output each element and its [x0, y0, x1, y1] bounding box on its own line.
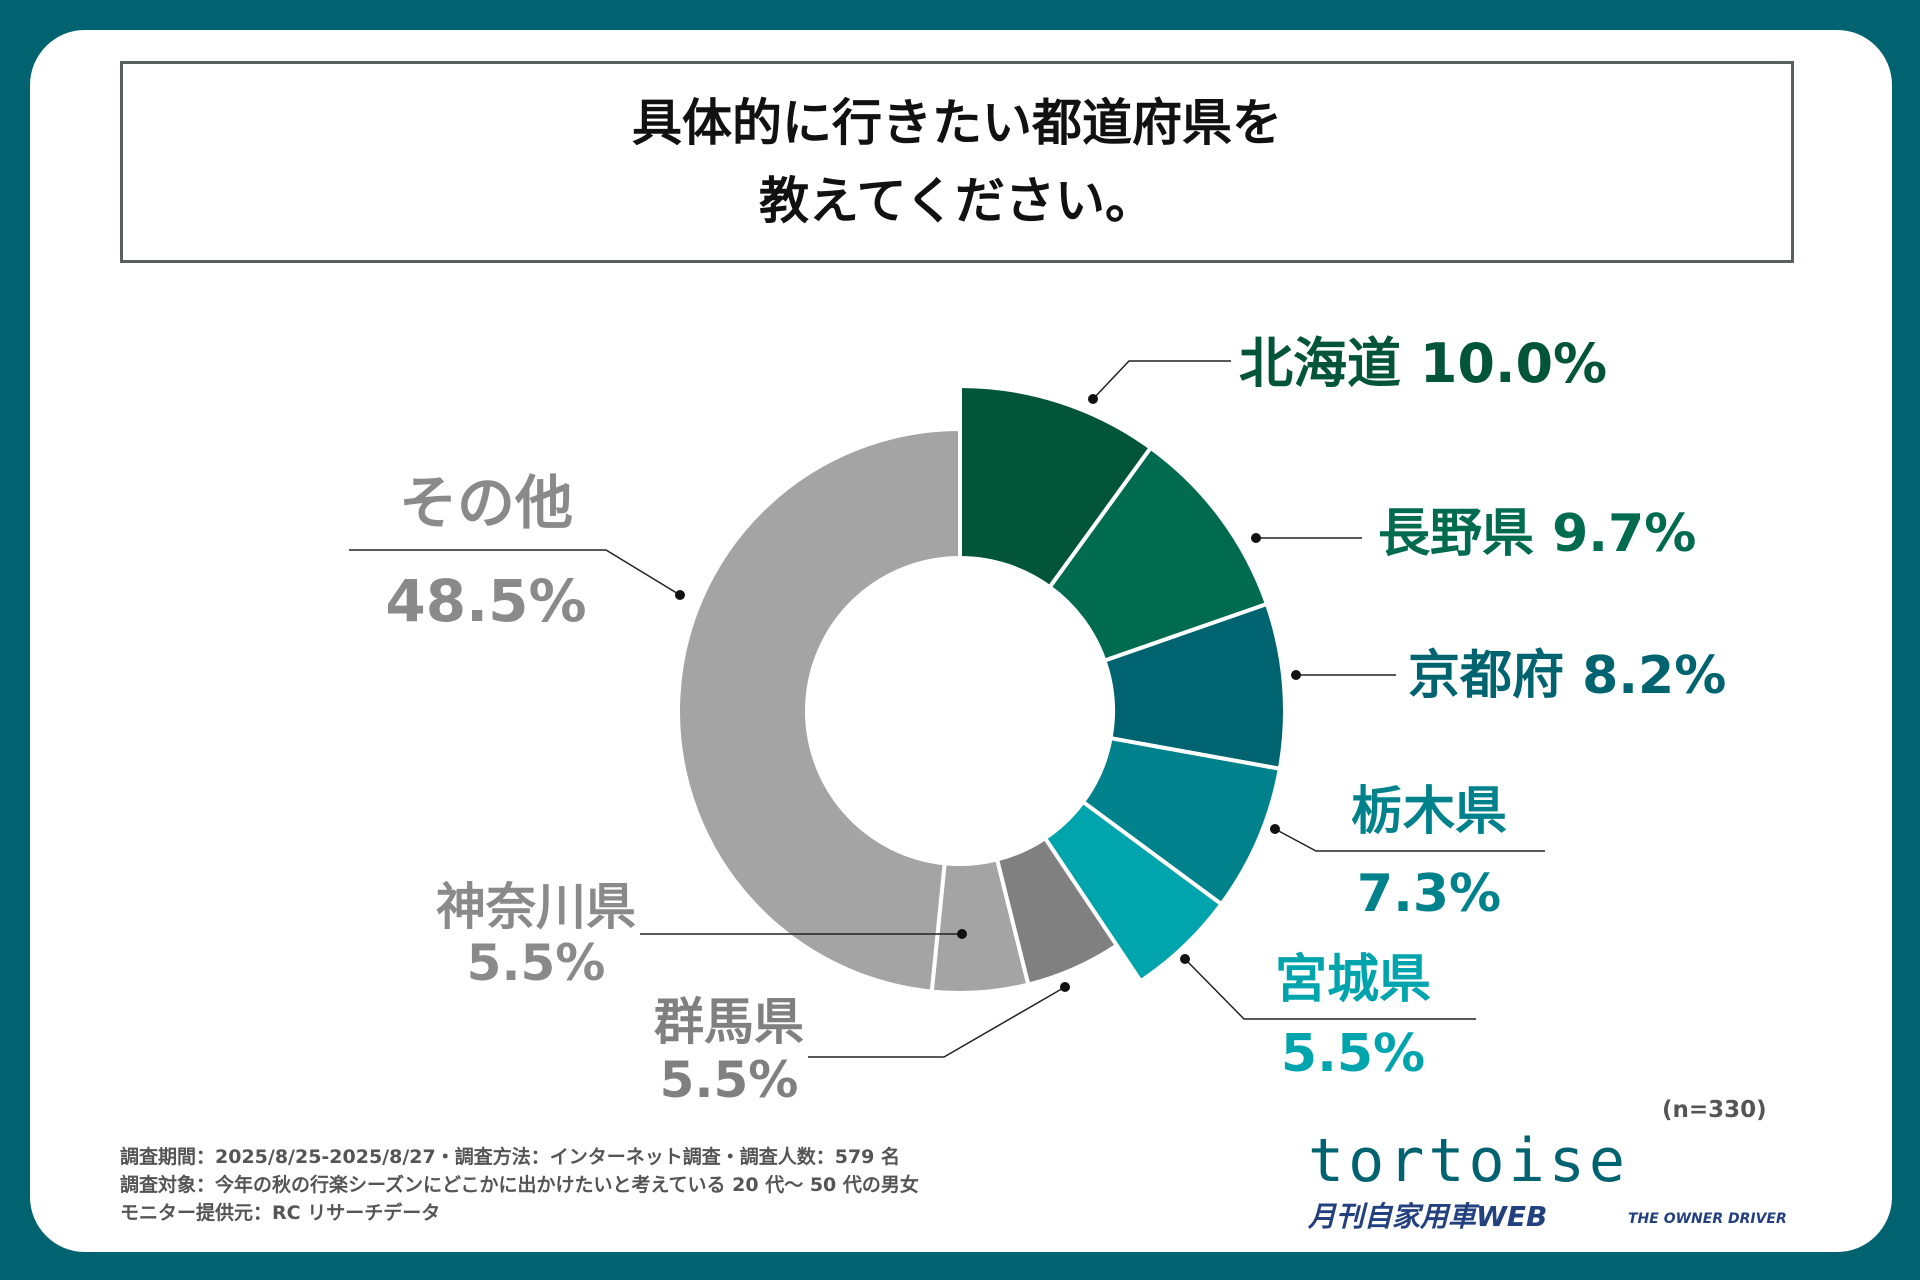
footnote-period: 調査期間：2025/8/25-2025/8/27・調査方法：インターネット調査・…	[120, 1146, 901, 1168]
footnote-target: 調査対象：今年の秋の行楽シーズンにどこかに出かけたいと考えている 20 代〜 5…	[120, 1174, 919, 1196]
title-line-2: 教えてください。	[759, 172, 1155, 230]
slice-4	[1042, 799, 1225, 984]
leader-dot-6	[957, 929, 967, 939]
leader-dot-4	[1180, 954, 1190, 964]
label-hokkaido: 北海道 10.0%	[1239, 332, 1608, 395]
leader-dot-0	[1088, 394, 1098, 404]
leader-line-7	[349, 549, 681, 596]
title-box: 具体的に行きたい都道府県を 教えてください。	[120, 61, 1794, 263]
slice-7	[675, 426, 962, 994]
leader-dot-1	[1251, 533, 1261, 543]
leader-dot-5	[1060, 982, 1070, 992]
leader-line-3	[1274, 828, 1545, 852]
label-tochigi: 栃木県 7.3%	[1350, 782, 1507, 924]
leader-line-4	[1184, 958, 1476, 1020]
leader-dot-2	[1291, 670, 1301, 680]
card-background	[30, 30, 1892, 1252]
leader-dot-7	[675, 590, 685, 600]
footnote-source: モニター提供元：RC リサーチデータ	[120, 1202, 441, 1224]
leader-dot-3	[1270, 824, 1280, 834]
tortoise-logo: tortoise	[1308, 1126, 1629, 1196]
partner-subtitle: THE OWNER DRIVER	[1628, 1211, 1787, 1227]
label-nagano: 長野県 9.7%	[1378, 504, 1697, 564]
sample-size: (n=330)	[1662, 1097, 1767, 1123]
partner-logo: 月刊自家用車WEB	[1308, 1200, 1548, 1233]
label-gunma: 群馬県 5.5%	[654, 993, 804, 1109]
label-kanagawa: 神奈川県 5.5%	[436, 878, 636, 992]
label-other: その他 48.5%	[385, 469, 587, 635]
label-kyoto: 京都府 8.2%	[1408, 646, 1727, 706]
logo: tortoise 月刊自家用車WEB THE OWNER DRIVER	[1308, 1128, 1888, 1246]
label-miyagi: 宮城県 5.5%	[1274, 950, 1431, 1084]
leader-line-0	[1092, 360, 1231, 400]
title-line-1: 具体的に行きたい都道府県を	[632, 94, 1282, 152]
leader-line-5	[808, 986, 1066, 1058]
